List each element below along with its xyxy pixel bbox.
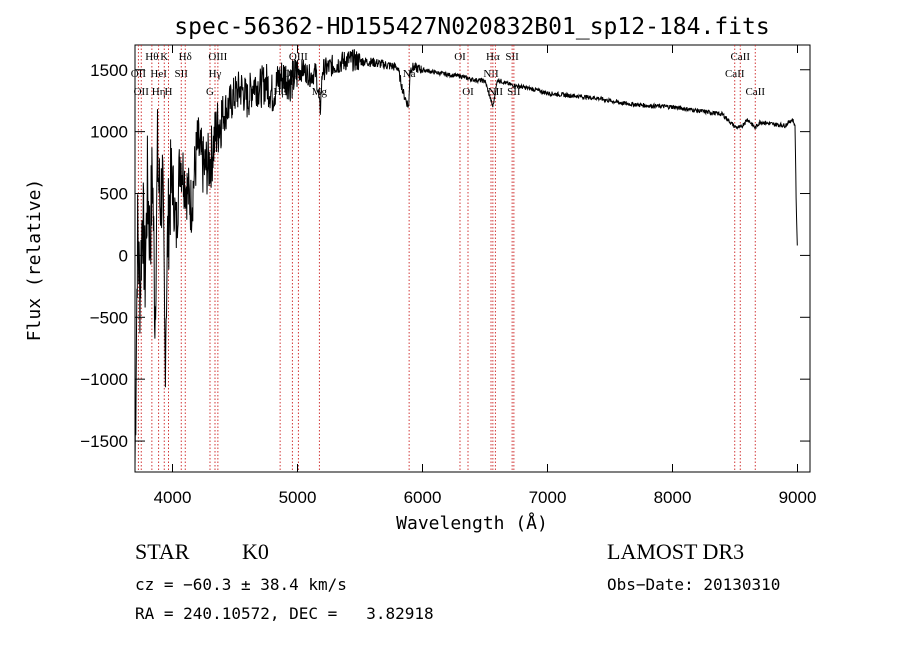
x-tick-label: 7000	[529, 488, 567, 507]
line-marker-label: K	[160, 51, 168, 63]
line-marker-label: SII	[505, 51, 519, 63]
observation-date: Obs−Date: 20130310	[607, 575, 780, 594]
chart-title: spec-56362-HD155427N020832B01_sp12-184.f…	[174, 14, 769, 40]
x-axis-label: Wavelength (Å)	[396, 512, 548, 534]
coordinates: RA = 240.10572, DEC = 3.82918	[135, 604, 434, 623]
y-tick-label: 1000	[90, 123, 128, 142]
y-tick-label: −1000	[80, 370, 128, 389]
line-marker-label: OII	[131, 68, 147, 80]
x-tick-label: 4000	[154, 488, 192, 507]
line-marker-label: CaII	[730, 51, 750, 63]
line-marker-label: Hδ	[179, 51, 192, 63]
line-marker-label: OI	[462, 86, 474, 98]
object-class: STAR	[135, 539, 190, 564]
line-marker-label: Hθ	[145, 51, 158, 63]
line-marker-label: CaII	[725, 68, 745, 80]
x-tick-label: 5000	[279, 488, 317, 507]
line-marker-label: SII	[175, 68, 189, 80]
y-tick-label: 1500	[90, 61, 128, 80]
redshift-cz: cz = −60.3 ± 38.4 km/s	[135, 575, 347, 594]
line-marker-label: SII	[507, 86, 521, 98]
object-subclass: K0	[242, 539, 269, 564]
line-marker-label: Hα	[486, 51, 500, 63]
line-marker-label: OI	[454, 51, 466, 63]
line-marker-label: OIII	[208, 51, 227, 63]
y-axis-label: Flux (relative)	[24, 179, 45, 342]
line-marker-label: Hγ	[209, 68, 222, 80]
y-axis-ticks: −1500 −1000 −500 0 500 1000 1500	[80, 61, 810, 451]
spectrum-series	[134, 49, 798, 467]
line-marker-label: G	[206, 86, 214, 98]
y-tick-label: 0	[119, 246, 128, 265]
line-marker-label: Hη	[152, 86, 166, 98]
x-tick-label: 6000	[404, 488, 442, 507]
line-marker-label: H	[165, 86, 173, 98]
line-marker-label: HeI	[150, 68, 167, 80]
x-axis-ticks: 4000 5000 6000 7000 8000 9000	[154, 45, 817, 507]
x-tick-label: 9000	[779, 488, 817, 507]
spectrum-line	[134, 49, 798, 467]
line-marker-label: OII	[134, 86, 150, 98]
line-marker-label: OIII	[289, 51, 308, 63]
y-tick-label: −500	[90, 308, 128, 327]
y-tick-label: −1500	[80, 432, 128, 451]
line-marker-label: Mg	[312, 86, 328, 98]
line-marker-label: CaII	[745, 86, 765, 98]
y-tick-label: 500	[100, 185, 128, 204]
survey-name: LAMOST DR3	[607, 539, 744, 564]
x-tick-label: 8000	[654, 488, 692, 507]
line-marker-label: NII	[483, 68, 499, 80]
plot-frame	[134, 44, 811, 473]
